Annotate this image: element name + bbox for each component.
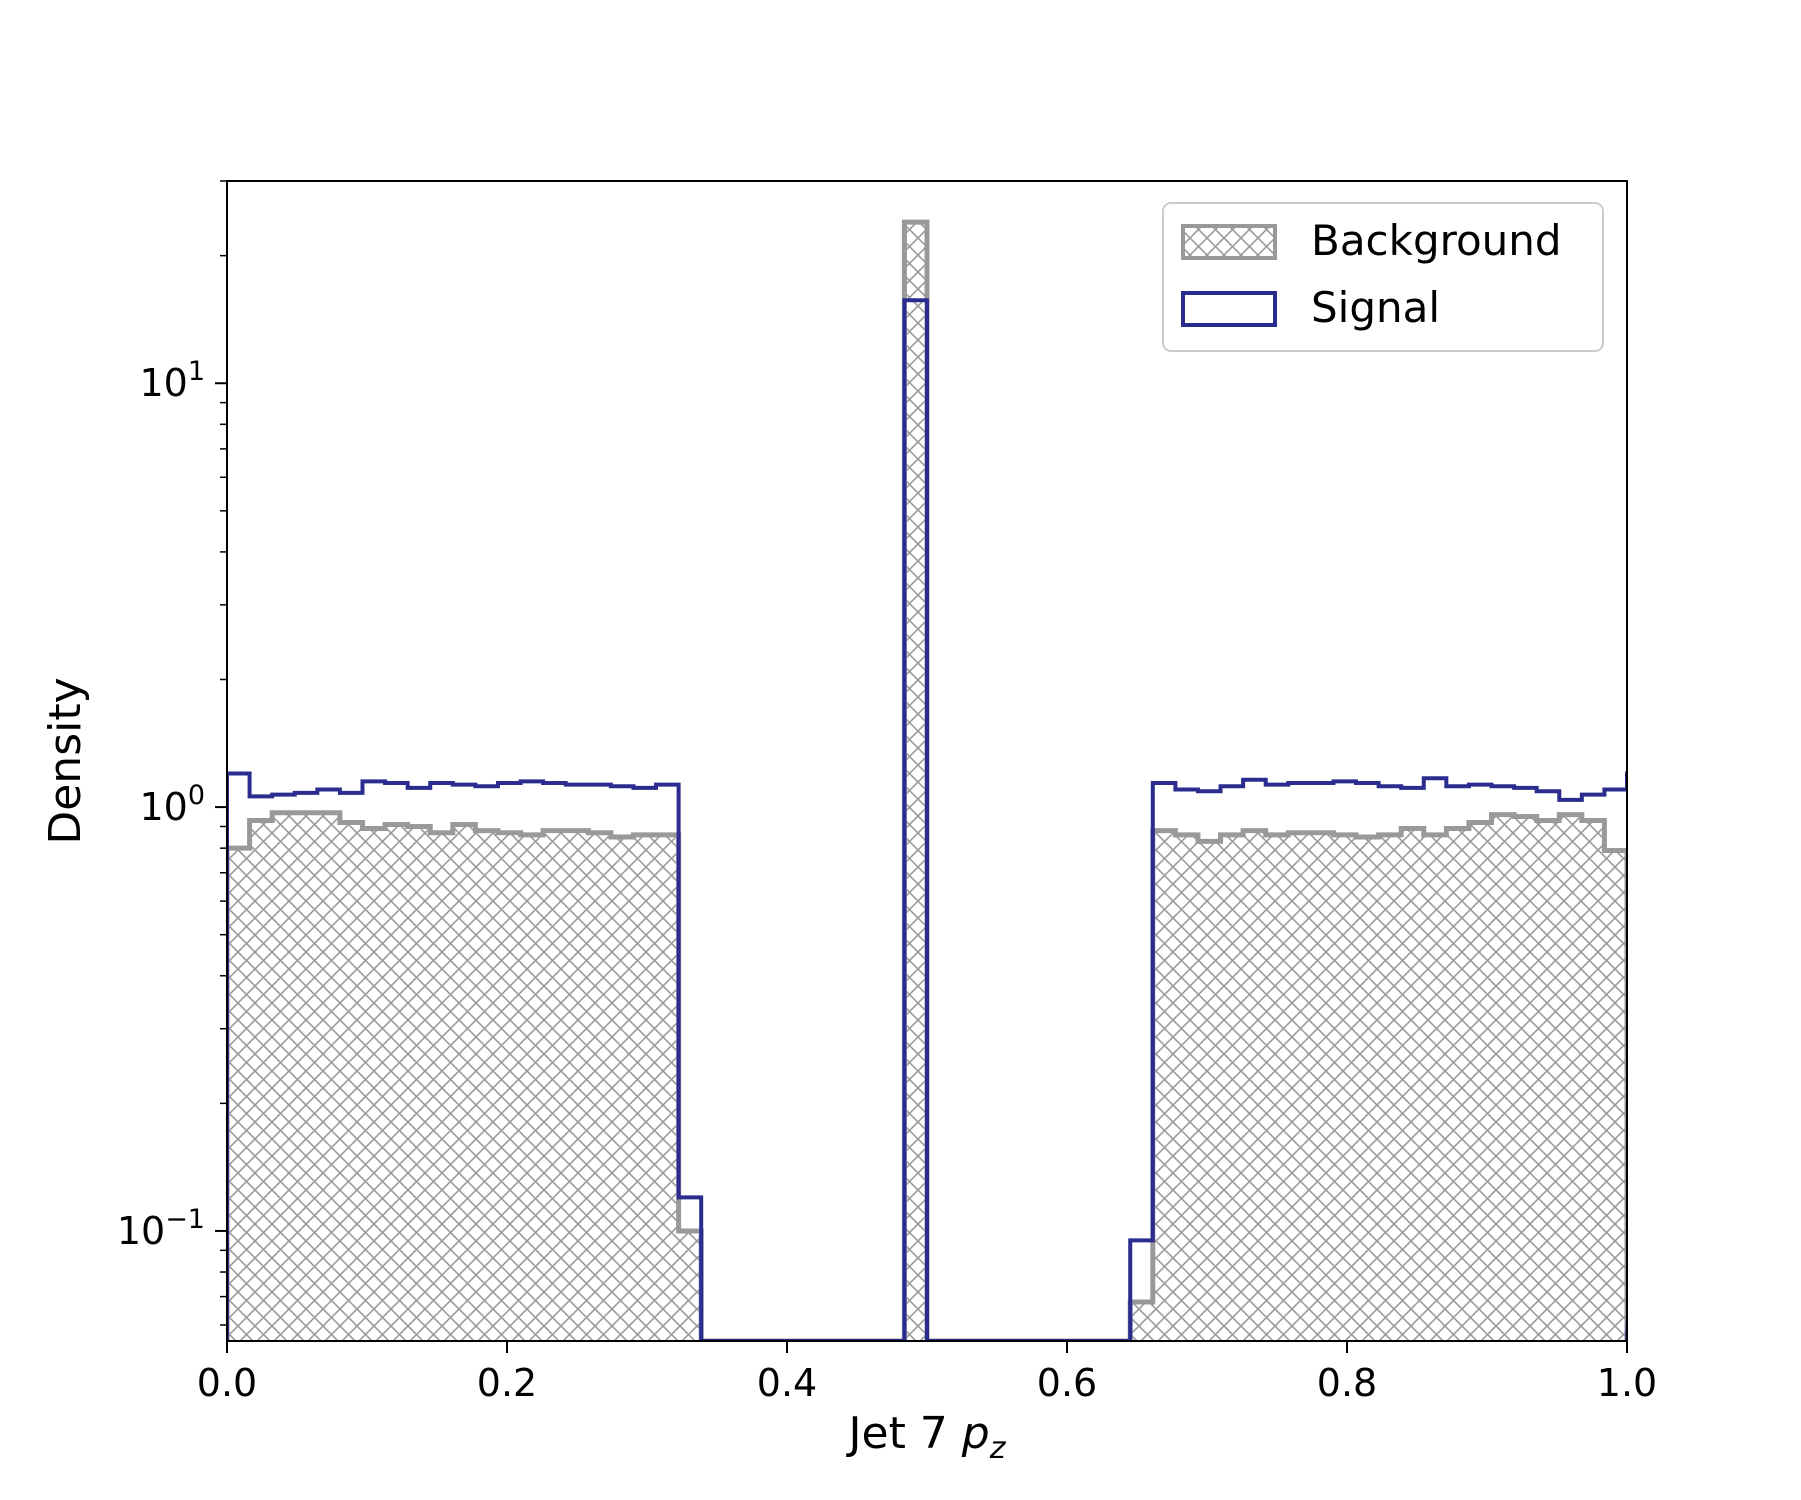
plot-area xyxy=(227,219,1627,1341)
background-bar xyxy=(249,820,273,1341)
background-bar xyxy=(1175,834,1199,1341)
y-tick-label: 101 xyxy=(139,356,205,405)
background-bar xyxy=(1536,820,1560,1341)
background-bar xyxy=(294,812,318,1341)
background-bar xyxy=(678,1230,702,1341)
background-bar xyxy=(1514,816,1538,1341)
background-bar xyxy=(339,822,363,1341)
background-bar xyxy=(904,222,928,1341)
background-bar xyxy=(1559,814,1583,1341)
background-bar xyxy=(1468,822,1493,1341)
background-bar xyxy=(1423,834,1447,1341)
background-bar xyxy=(1581,820,1605,1341)
background-bar xyxy=(1333,834,1357,1341)
legend-label-signal: Signal xyxy=(1311,283,1440,332)
legend: Background Signal xyxy=(1162,202,1604,352)
background-bars xyxy=(227,222,1627,1341)
background-bar xyxy=(1220,834,1244,1341)
y-tick-label: 100 xyxy=(139,780,205,829)
background-bar xyxy=(1356,837,1380,1341)
background-bar xyxy=(1265,834,1289,1341)
plot-frame xyxy=(226,180,1628,1342)
background-bar xyxy=(1152,830,1176,1341)
background-bar xyxy=(1243,830,1267,1341)
background-bar xyxy=(1310,832,1334,1341)
background-bar xyxy=(1197,841,1222,1341)
x-tick-label: 0.6 xyxy=(1037,1361,1097,1405)
signal-histogram-outline xyxy=(227,298,1627,1341)
background-bar xyxy=(1378,834,1402,1341)
x-tick-label: 0.2 xyxy=(477,1361,537,1405)
background-bar xyxy=(520,834,544,1341)
background-bar xyxy=(1604,850,1627,1341)
background-bar xyxy=(385,824,409,1341)
background-bar xyxy=(565,830,589,1341)
background-bar xyxy=(610,837,634,1341)
background-bar xyxy=(475,830,499,1341)
legend-item-signal: Signal xyxy=(1181,283,1440,332)
x-tick-label: 0.0 xyxy=(197,1361,257,1405)
background-bar xyxy=(1491,814,1515,1341)
legend-label-background: Background xyxy=(1311,216,1562,265)
background-bar xyxy=(430,832,454,1341)
background-bar xyxy=(543,830,567,1341)
background-bar xyxy=(1130,1301,1154,1341)
background-histogram-outline xyxy=(227,219,1627,1341)
background-bar xyxy=(272,812,296,1341)
legend-swatch-background xyxy=(1181,224,1277,260)
y-tick-label: 10−1 xyxy=(117,1204,205,1253)
background-bar xyxy=(452,824,476,1341)
x-tick-label: 0.8 xyxy=(1317,1361,1377,1405)
background-bar xyxy=(497,832,522,1341)
background-bar xyxy=(362,828,386,1341)
background-bar xyxy=(633,834,657,1341)
y-axis-label: Density xyxy=(40,677,91,844)
background-bar xyxy=(227,848,251,1341)
background-bar xyxy=(317,812,341,1341)
background-bar xyxy=(1401,828,1425,1341)
background-bar xyxy=(1446,828,1470,1341)
x-tick-label: 0.4 xyxy=(757,1361,817,1405)
background-bar xyxy=(407,826,431,1341)
background-bar xyxy=(588,832,612,1341)
background-bar xyxy=(656,834,680,1341)
legend-item-background: Background xyxy=(1181,216,1562,265)
x-axis: 0.0 0.2 0.4 0.6 0.8 1.0 xyxy=(197,1341,1657,1405)
background-bar xyxy=(1288,832,1312,1341)
x-tick-label: 1.0 xyxy=(1597,1361,1657,1405)
x-axis-label: Jet 7 pz xyxy=(846,1408,1007,1466)
legend-swatch-signal xyxy=(1181,291,1277,327)
y-axis: 10−1 100 101 xyxy=(117,180,227,1326)
